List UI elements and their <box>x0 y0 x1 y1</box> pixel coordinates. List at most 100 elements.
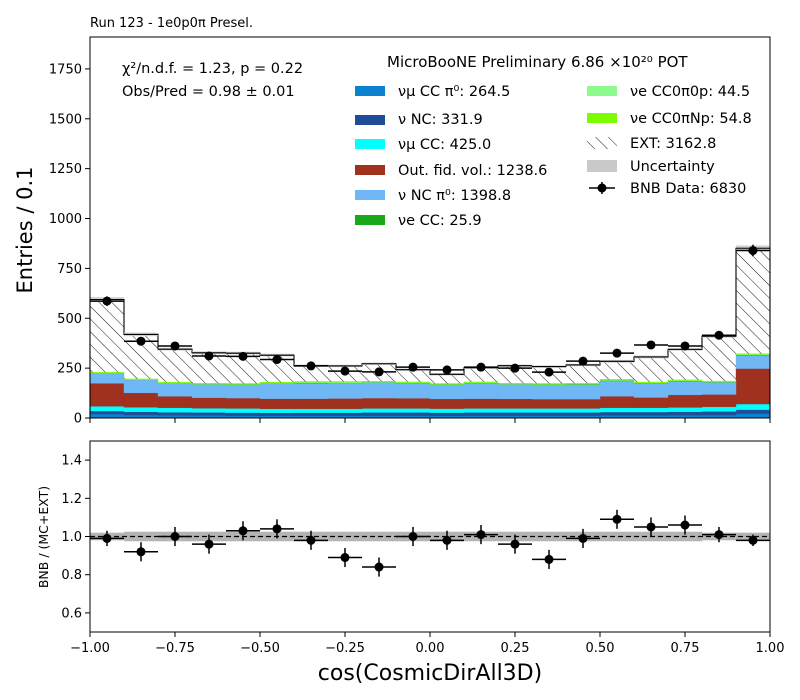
ratio-y-tick-label-2: 1.0 <box>61 530 82 545</box>
main-y-axis: 0 250 500 750 1000 1250 1500 1750 <box>49 62 90 427</box>
stack-bar--nc-16 <box>633 411 669 416</box>
main-y-tick-label-1: 250 <box>57 362 82 377</box>
stack-bar-out-fid-vol--19 <box>735 368 771 405</box>
stack-bar-ext-2 <box>158 349 192 383</box>
ratio-band-bar-7 <box>328 531 362 542</box>
stack-bar--e-cc0-np-19 <box>735 353 771 355</box>
ratio-x-tick-label-0: −1.00 <box>70 641 110 656</box>
ratio-y-axis-label: BNB / (MC+EXT) <box>36 486 51 588</box>
legend-swatch-numu-cc <box>355 139 385 149</box>
stack-bar--nc-3 <box>191 412 227 416</box>
data-point-17 <box>680 341 690 351</box>
stack-bar--nc-0 <box>89 410 125 415</box>
stack-bar--cc-4 <box>225 408 261 413</box>
stack-bar--nc--3 <box>191 384 227 398</box>
data-point-18 <box>714 330 724 340</box>
stack-bar-ext-12 <box>498 365 532 384</box>
stack-bar--cc-3 <box>191 408 227 413</box>
stack-bar--nc--15 <box>599 380 635 397</box>
stack-bar--nc-11 <box>463 412 499 416</box>
legend-title: MicroBooNE Preliminary 6.86 ×10²⁰ POT <box>387 53 688 71</box>
stack-bar--cc-13 <box>531 408 567 413</box>
stack-bar-out-fid-vol--9 <box>395 398 431 409</box>
stack-bar--cc--19 <box>735 413 771 419</box>
stack-bar--cc-14 <box>565 408 601 413</box>
main-y-tick-label-2: 500 <box>57 312 82 327</box>
stack-bar--e-cc0-np-3 <box>191 383 227 385</box>
stack-bar--e-cc0-np-9 <box>395 381 431 383</box>
stacked-histogram <box>89 247 771 419</box>
stack-bar--e-cc0-np-4 <box>225 383 261 385</box>
ratio-point-10 <box>442 535 452 545</box>
main-y-tick-label-3: 750 <box>57 262 82 277</box>
stack-bar--cc-15 <box>599 407 635 413</box>
stack-bar-ext-0 <box>90 299 124 373</box>
stack-bar--cc-5 <box>259 408 295 414</box>
ratio-point-18 <box>714 530 724 540</box>
stack-bar--cc-12 <box>497 408 533 413</box>
stack-bar-ext-11 <box>464 367 498 382</box>
stack-bar--nc--5 <box>259 383 295 399</box>
stack-bar-out-fid-vol--16 <box>633 397 669 409</box>
stack-bar--nc-14 <box>565 412 601 416</box>
ratio-point-14 <box>578 533 588 543</box>
ratio-x-tick-label-6: 0.50 <box>586 641 615 656</box>
stack-bar--nc-15 <box>599 411 635 416</box>
stack-bar--cc-7 <box>327 408 363 413</box>
legend-label-out-fid: Out. fid. vol.: 1238.6 <box>398 163 547 179</box>
ratio-point-9 <box>408 532 418 541</box>
stack-bar--nc-6 <box>293 412 329 416</box>
ratio-point-19 <box>748 535 758 545</box>
legend-swatch-uncertainty <box>587 160 617 172</box>
stack-bar--nc--1 <box>123 379 159 394</box>
ratio-y-tick-label-3: 1.2 <box>61 492 82 507</box>
ratio-point-5 <box>272 524 282 534</box>
stack-bar--e-cc0-np-8 <box>361 381 397 383</box>
stack-bar--nc-5 <box>259 412 295 416</box>
stack-bar-ext-18 <box>702 336 736 382</box>
stack-bar--e-cc0-np-6 <box>293 381 329 383</box>
ratio-x-tick-label-1: −0.75 <box>155 641 195 656</box>
stack-bar--cc--0 <box>89 413 125 419</box>
stack-bar--nc-4 <box>225 412 261 416</box>
ratio-x-tick-label-2: −0.50 <box>240 641 280 656</box>
legend-swatch-out-fid <box>355 165 385 175</box>
data-point-4 <box>238 351 248 361</box>
stack-bar--e-cc0-np-12 <box>497 383 533 385</box>
data-point-10 <box>442 365 452 375</box>
ratio-point-3 <box>204 539 214 549</box>
stack-bar-out-fid-vol--4 <box>225 397 261 409</box>
data-point-9 <box>408 362 418 372</box>
data-point-14 <box>578 356 588 366</box>
ratio-point-16 <box>646 522 656 532</box>
stack-bar-out-fid-vol--15 <box>599 396 635 409</box>
stack-bar--e-cc0-np-5 <box>259 382 295 384</box>
stack-bar--e-cc0-np-13 <box>531 383 567 385</box>
legend-label-nu-nc: ν NC: 331.9 <box>398 112 483 128</box>
legend-label-nue-cc: νe CC: 25.9 <box>398 213 482 229</box>
legend-marker-data <box>597 183 607 193</box>
stack-bar--cc-18 <box>701 406 737 412</box>
ratio-point-17 <box>680 520 690 530</box>
stack-bar--cc-10 <box>429 408 465 413</box>
legend-swatch-nu-nc <box>355 115 385 125</box>
legend: νμ CC π⁰: 264.5 ν NC: 331.9 νμ CC: 425.0… <box>355 84 752 229</box>
stack-bar--nc-9 <box>395 412 431 416</box>
stack-bar-out-fid-vol--10 <box>429 398 465 409</box>
stack-bar--nc-2 <box>157 412 193 416</box>
stack-bar-out-fid-vol--18 <box>701 394 737 408</box>
stack-bar-out-fid-vol--1 <box>123 392 159 408</box>
stack-bar--e-cc0-np-11 <box>463 381 499 383</box>
ratio-x-tick-label-3: −0.25 <box>325 641 365 656</box>
stack-bar-ext-15 <box>600 361 634 380</box>
ratio-point-4 <box>238 526 248 536</box>
ratio-y-axis: 0.6 0.8 1.0 1.2 1.4 <box>61 454 90 621</box>
stack-bar--nc-1 <box>123 411 159 416</box>
main-y-tick-label-0: 0 <box>74 412 82 427</box>
data-point-5 <box>272 355 282 365</box>
stack-bar--nc-12 <box>497 412 533 416</box>
legend-swatch-nu-nc-pi0 <box>355 190 385 200</box>
main-y-tick-label-4: 1000 <box>49 212 82 227</box>
stack-bar-ext-16 <box>634 356 668 383</box>
